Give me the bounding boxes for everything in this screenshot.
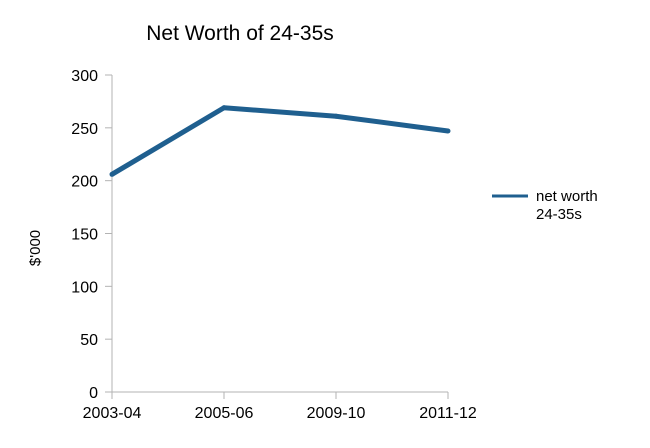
legend-label-line-1: net worth [536,188,598,205]
x-tick-label-2005-06: 2005-06 [195,405,254,422]
y-tick-label-200: 200 [71,174,98,191]
legend-label: net worth 24-35s [536,188,602,223]
data-point-2009-10 [333,113,339,119]
legend: net worth 24-35s [492,188,602,223]
y-tick-label-0: 0 [89,385,98,402]
y-tick-label-100: 100 [71,279,98,296]
plot-area: 0 50 100 150 200 250 300 2003-04 2005-06 2009-10 2… [71,68,477,422]
y-axis-title: $'000 [27,230,44,266]
y-tick-label-250: 250 [71,121,98,138]
data-point-2003-04 [109,171,115,177]
data-point-2005-06 [221,105,227,111]
chart-title: Net Worth of 24-35s [146,22,334,45]
x-tick-label-2009-10: 2009-10 [307,405,366,422]
x-tick-label-2011-12: 2011-12 [419,405,477,422]
series-line-0 [110,105,449,177]
y-tick-label-150: 150 [71,227,98,244]
legend-label-line-2: 24-35s [536,206,582,223]
y-tick-label-300: 300 [71,68,98,85]
y-tick-label-50: 50 [80,332,98,349]
x-tick-label-2003-04: 2003-04 [83,405,142,422]
data-point-2011-12 [445,128,451,134]
